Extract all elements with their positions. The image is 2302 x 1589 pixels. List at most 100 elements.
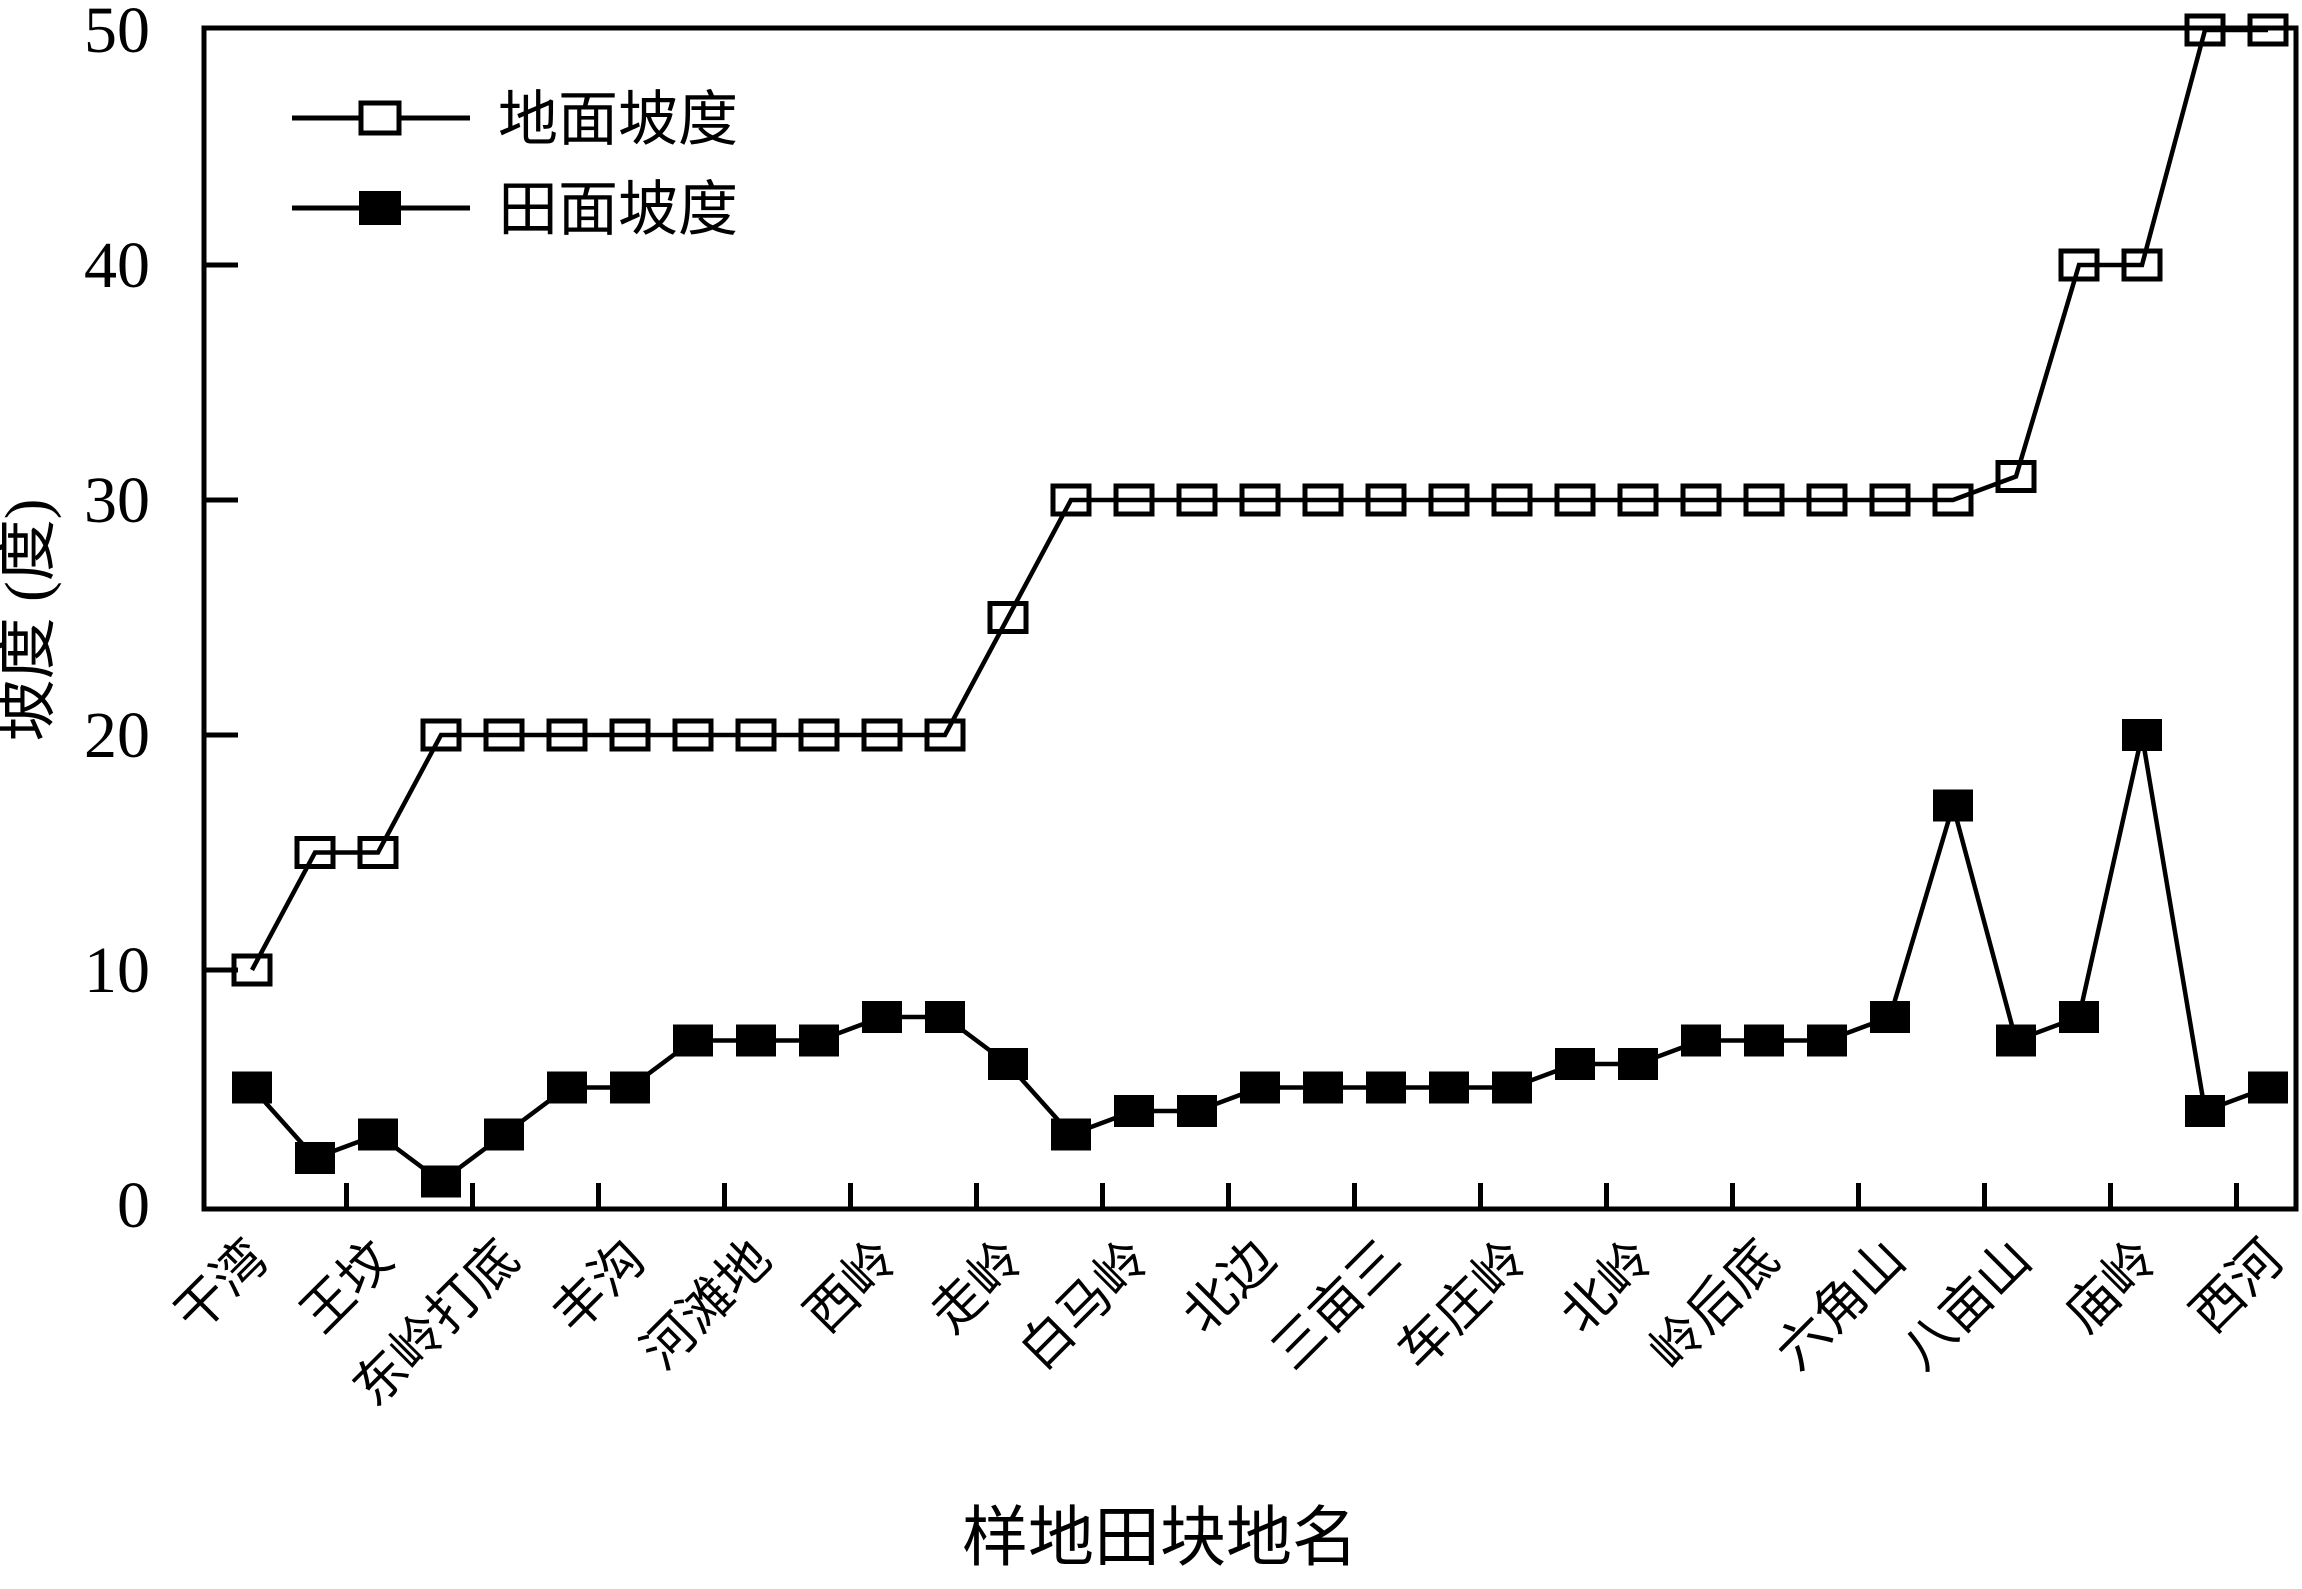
series-field-slope (232, 719, 2288, 1198)
x-axis-tick-labels: 干湾 王坟东岭打底 丰沟河滩地 西岭 走岭白马岭 北边三亩三车庄岭 北岭岭后底六角山八亩山庙… (165, 1230, 2295, 1417)
filled-square-marker (862, 1001, 902, 1033)
filled-square-marker (1429, 1071, 1469, 1104)
x-category-label: 干湾 (165, 1230, 279, 1344)
x-category-label: 岭后底 (1640, 1230, 1791, 1381)
x-category-label: 白马岭 (1010, 1230, 1161, 1381)
filled-square-marker (1933, 789, 1973, 822)
filled-square-marker (421, 1165, 461, 1198)
x-axis-ticks (344, 1183, 2239, 1209)
legend-label-ground: 地面坡度 (498, 87, 738, 153)
x-category-label: 车庄岭 (1388, 1230, 1539, 1381)
open-square-marker (1428, 483, 1470, 517)
legend-label-field: 田面坡度 (498, 177, 738, 243)
filled-square-marker (988, 1048, 1028, 1080)
filled-square-marker (1051, 1118, 1091, 1151)
open-square-marker (1617, 483, 1659, 517)
x-category-label: 走岭 (921, 1230, 1035, 1344)
x-category-label: 八亩山 (1892, 1230, 2043, 1381)
open-square-marker (1239, 483, 1281, 517)
filled-square-marker (673, 1024, 713, 1057)
x-category-label: 丰沟 (543, 1230, 657, 1344)
open-square-marker (2121, 248, 2163, 282)
x-category-label: 北岭 (1551, 1230, 1665, 1344)
filled-square-marker (610, 1071, 650, 1104)
y-tick-label: 20 (84, 699, 150, 772)
open-square-marker (357, 836, 399, 869)
open-square-marker (735, 718, 777, 752)
y-axis-tick-labels: 0 10 20 30 40 50 (84, 0, 150, 1242)
x-axis-title: 样地田块地名 (962, 1502, 1358, 1575)
y-tick-label: 30 (84, 464, 150, 537)
filled-square-marker (547, 1071, 587, 1104)
filled-square-marker (484, 1118, 524, 1151)
open-square-marker (1743, 483, 1785, 517)
filled-square-marker (925, 1001, 965, 1033)
open-square-marker (672, 718, 714, 752)
x-category-label: 北边 (1173, 1230, 1287, 1344)
filled-square-marker (2059, 1001, 2099, 1033)
filled-square-marker (1555, 1048, 1595, 1080)
plot-frame (201, 25, 2299, 1212)
open-square-marker (1554, 483, 1596, 517)
x-category-label: 西岭 (795, 1230, 909, 1344)
open-square-marker (1176, 483, 1218, 517)
open-square-marker (1365, 483, 1407, 517)
x-category-label: 河滩地 (632, 1230, 783, 1381)
filled-square-marker (232, 1071, 272, 1104)
filled-square-marker (1492, 1071, 1532, 1104)
open-square-marker (1995, 460, 2037, 493)
open-square-marker (861, 718, 903, 752)
open-square-marker (294, 836, 336, 869)
open-square-marker (1932, 483, 1974, 517)
series-ground-slope (231, 13, 2289, 987)
filled-square-marker (1240, 1071, 1280, 1104)
filled-square-marker (1177, 1095, 1217, 1127)
x-category-label: 庙岭 (2055, 1230, 2169, 1344)
x-category-label: 西河 (2181, 1230, 2295, 1344)
open-square-marker (1113, 483, 1155, 517)
filled-square-marker (1114, 1095, 1154, 1127)
open-square-marker (987, 601, 1029, 634)
filled-square-marker (2122, 719, 2162, 751)
filled-square-marker (1366, 1071, 1406, 1104)
filled-square-marker (799, 1024, 839, 1057)
open-square-marker (2058, 248, 2100, 282)
open-square-marker (1050, 483, 1092, 517)
filled-square-marker (1807, 1024, 1847, 1057)
x-category-label: 六角山 (1766, 1230, 1917, 1381)
open-square-marker (2184, 13, 2226, 47)
legend-item-ground: 地面坡度 (292, 87, 738, 153)
filled-square-marker (358, 1118, 398, 1151)
open-square-marker (609, 718, 651, 752)
open-square-marker (1491, 483, 1533, 517)
filled-square-icon (359, 191, 401, 225)
open-square-marker (420, 718, 462, 752)
open-square-marker (2247, 13, 2289, 47)
filled-square-marker (1870, 1001, 1910, 1033)
filled-square-marker (736, 1024, 776, 1057)
open-square-marker (924, 718, 966, 752)
y-tick-label: 10 (84, 934, 150, 1007)
x-category-label: 三亩三 (1262, 1230, 1413, 1381)
y-tick-label: 50 (84, 0, 150, 67)
y-tick-label: 40 (84, 229, 150, 302)
y-axis-ticks (204, 262, 238, 973)
legend-item-field: 田面坡度 (292, 177, 738, 243)
open-square-marker (798, 718, 840, 752)
open-square-marker (1302, 483, 1344, 517)
series-layer (231, 13, 2289, 1198)
filled-square-marker (1618, 1048, 1658, 1080)
legend: 地面坡度 田面坡度 (292, 87, 738, 243)
y-axis-title: 坡度 (度) (0, 499, 62, 742)
open-square-marker (1680, 483, 1722, 517)
x-category-label: 王坟 (291, 1230, 405, 1344)
filled-square-marker (1744, 1024, 1784, 1057)
y-tick-label: 0 (117, 1169, 150, 1242)
ground-slope-line (250, 27, 2268, 972)
open-square-marker (546, 718, 588, 752)
open-square-marker (483, 718, 525, 752)
filled-square-marker (1681, 1024, 1721, 1057)
open-square-icon (358, 100, 402, 136)
